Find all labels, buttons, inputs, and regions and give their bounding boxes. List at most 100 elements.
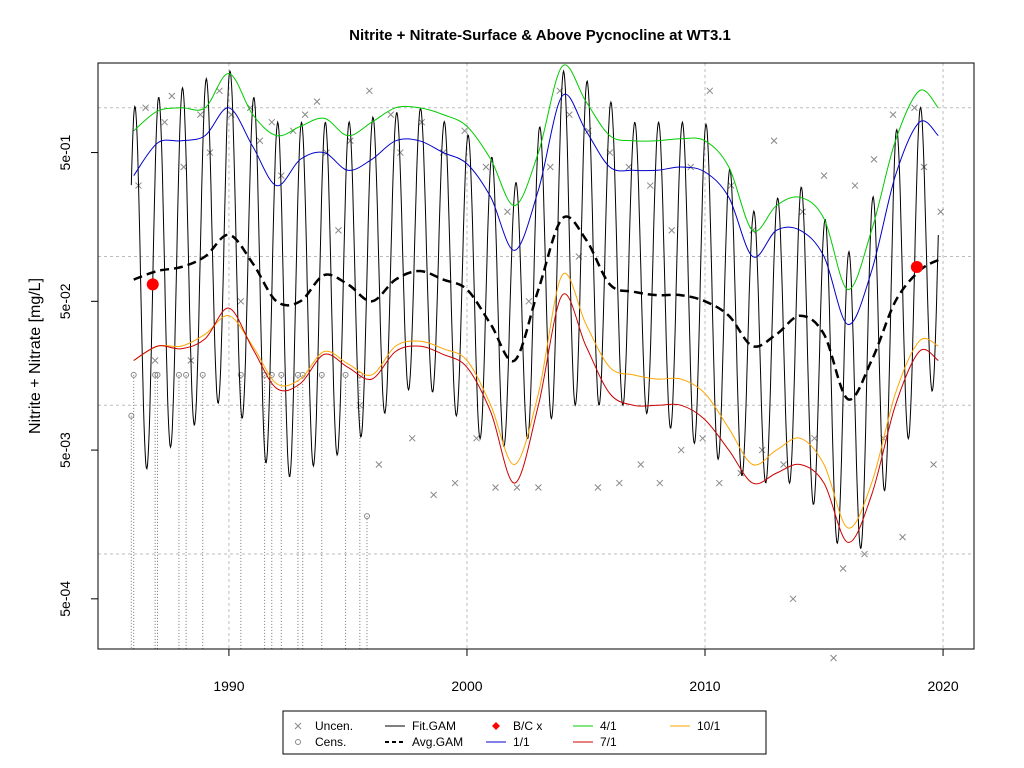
uncensored-point xyxy=(625,163,633,171)
uncensored-point xyxy=(168,92,176,100)
uncensored-point xyxy=(677,446,685,454)
uncensored-point xyxy=(161,118,169,126)
legend-swatch-uncen xyxy=(294,722,302,730)
legend: Uncen. Fit.GAM B/C x 4/1 10/1 Cens. Avg.GAM 1/1… xyxy=(282,710,767,755)
uncensored-point xyxy=(699,434,706,442)
legend-label-b-c-x: B/C x xyxy=(513,719,542,733)
uncensored-point xyxy=(780,461,787,468)
uncensored-point xyxy=(375,461,383,468)
uncensored-point xyxy=(820,172,828,179)
uncensored-point xyxy=(789,595,797,603)
bc-point xyxy=(146,278,159,291)
uncensored-point xyxy=(151,357,159,364)
uncensored-point xyxy=(799,208,806,216)
y-tick-label: 5e-04 xyxy=(57,581,73,617)
uncensored-point xyxy=(546,163,554,171)
series-line-1-1 xyxy=(133,93,939,325)
y-axis-label: Nitrite + Nitrate [mg/L] xyxy=(27,278,44,434)
uncensored-point xyxy=(513,484,521,491)
censored-point xyxy=(128,412,135,419)
series-line-4-1 xyxy=(133,64,939,290)
uncensored-point xyxy=(451,479,459,487)
uncensored-point xyxy=(637,461,645,468)
fit-gam-line xyxy=(130,69,939,549)
uncensored-point xyxy=(911,104,918,112)
uncensored-point xyxy=(811,434,818,442)
censored-layer xyxy=(128,371,370,649)
uncensored-point xyxy=(492,484,499,491)
uncensored-point xyxy=(668,226,676,234)
uncensored-point xyxy=(706,87,714,95)
uncensored-point xyxy=(937,208,945,216)
uncensored-point xyxy=(366,87,373,95)
y-axis: 5e-04 5e-03 5e-02 5e-01 xyxy=(57,134,98,617)
legend-label-1-1: 1/1 xyxy=(513,735,530,749)
uncensored-point xyxy=(346,137,354,145)
uncensored-point xyxy=(301,111,309,118)
series-line-7-1 xyxy=(133,293,939,543)
bc-point xyxy=(910,261,923,274)
censored-point xyxy=(342,371,349,378)
censored-point xyxy=(318,371,325,378)
uncensored-point xyxy=(565,111,573,118)
uncensored-point xyxy=(197,111,204,118)
fit-gam-layer xyxy=(130,69,939,549)
legend-label-fit-gam: Fit.GAM xyxy=(412,719,456,733)
uncensored-point xyxy=(396,149,404,156)
uncensored-point xyxy=(430,491,437,499)
uncensored-point xyxy=(408,434,416,442)
series-line-avg-gam xyxy=(133,215,939,401)
legend-label-cens: Cens. xyxy=(315,735,346,749)
censored-point xyxy=(154,371,161,378)
y-tick-label: 5e-02 xyxy=(57,283,73,319)
uncensored-point xyxy=(268,118,276,126)
legend-swatch-b-c-x xyxy=(492,722,500,730)
uncensored-point xyxy=(870,156,878,163)
legend-label-10-1: 10/1 xyxy=(697,719,721,733)
bc-layer xyxy=(146,261,923,291)
uncensored-point xyxy=(656,479,664,487)
chart-title: Nitrite + Nitrate-Surface & Above Pycnoc… xyxy=(349,27,731,44)
x-tick-label: 1990 xyxy=(213,678,244,694)
uncensored-point xyxy=(482,163,490,171)
x-axis: 1990 2000 2010 2020 xyxy=(213,649,959,694)
uncensored-point xyxy=(715,479,723,487)
uncensored-point xyxy=(594,484,602,491)
uncensored-point xyxy=(504,208,511,216)
uncensored-point xyxy=(277,172,285,179)
uncensored-point xyxy=(851,182,859,189)
uncensored-point xyxy=(180,163,188,171)
legend-label-7-1: 7/1 xyxy=(600,735,617,749)
uncensored-point xyxy=(461,127,468,135)
uncensored-point xyxy=(861,550,868,558)
legend-label-avg-gam: Avg.GAM xyxy=(412,735,463,749)
censored-point xyxy=(175,371,182,378)
y-tick-label: 5e-01 xyxy=(57,134,73,170)
uncensored-point xyxy=(770,137,778,145)
censored-point xyxy=(278,371,285,378)
censored-point xyxy=(363,513,370,520)
censored-point xyxy=(183,371,190,378)
legend-box xyxy=(282,710,767,755)
uncensored-point xyxy=(889,111,897,118)
uncensored-point xyxy=(758,446,766,454)
plot-frame xyxy=(97,62,975,650)
x-tick-label: 2010 xyxy=(689,678,720,694)
legend-label-uncen: Uncen. xyxy=(315,719,353,733)
censored-point xyxy=(237,371,244,378)
x-tick-label: 2000 xyxy=(451,678,482,694)
uncensored-point xyxy=(899,533,906,541)
uncensored-point xyxy=(216,87,223,95)
series-line-10-1 xyxy=(133,272,939,529)
censored-point xyxy=(130,371,137,378)
uncensored-point xyxy=(473,434,480,442)
uncensored-point xyxy=(142,104,149,112)
uncensored-point xyxy=(335,226,342,234)
uncensored-point xyxy=(830,654,837,662)
uncensored-point xyxy=(646,182,654,189)
uncensored-point xyxy=(237,297,245,305)
uncensored-point xyxy=(256,137,264,145)
legend-swatch-cens xyxy=(295,739,301,745)
